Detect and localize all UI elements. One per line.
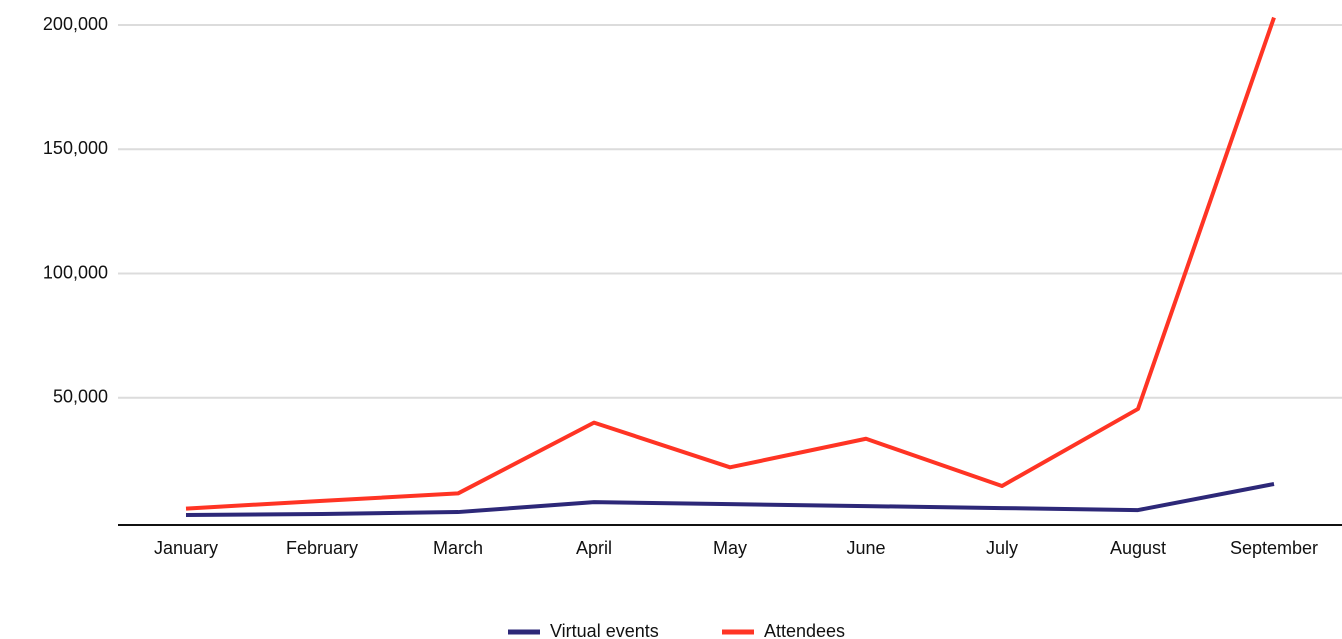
series-line <box>185 16 1276 511</box>
x-tick-label: September <box>1230 538 1318 558</box>
y-tick-label: 200,000 <box>43 14 108 34</box>
x-tick-label: April <box>576 538 612 558</box>
y-tick-label: 100,000 <box>43 262 108 282</box>
x-tick-label: May <box>713 538 747 558</box>
x-tick-label: March <box>433 538 483 558</box>
series-line <box>185 482 1275 518</box>
x-tick-label: January <box>154 538 218 558</box>
legend-label: Virtual events <box>550 621 659 639</box>
x-tick-label: August <box>1110 538 1166 558</box>
legend-label: Attendees <box>764 621 845 639</box>
y-tick-label: 150,000 <box>43 138 108 158</box>
x-tick-label: July <box>986 538 1018 558</box>
x-tick-label: February <box>286 538 358 558</box>
x-tick-label: June <box>846 538 885 558</box>
y-tick-label: 50,000 <box>53 387 108 407</box>
